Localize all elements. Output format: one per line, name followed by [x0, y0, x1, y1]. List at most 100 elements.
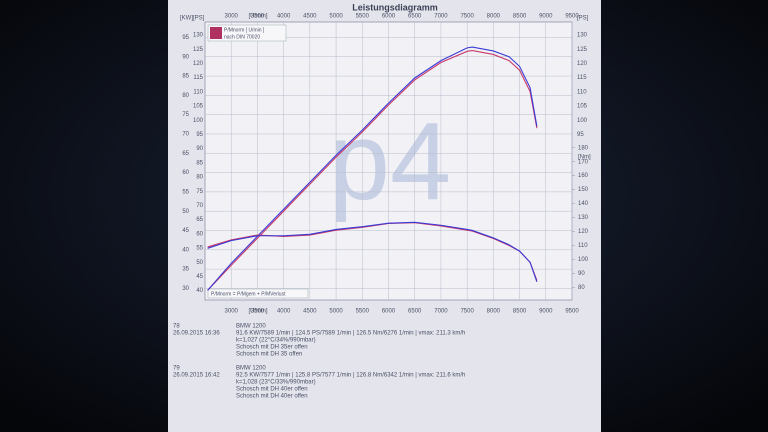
- run-datetime: 26.09.2015 16:36: [173, 331, 220, 337]
- run-model: BMW 1200: [236, 324, 266, 330]
- ps-tick-label: 80: [196, 175, 203, 181]
- series-line: [207, 46, 538, 291]
- x-tick-label: 7000: [434, 309, 448, 315]
- legend-text: P/Mnorm [ U/min ]: [224, 27, 265, 33]
- x-tick-label: 9000: [539, 309, 553, 315]
- run-summary: 92.5 KW/7577 1/min | 125.8 PS/7577 1/min…: [236, 373, 465, 379]
- y-tick-label: 45: [182, 228, 189, 234]
- ps-axis-label: [PS]: [577, 16, 589, 22]
- run-note: Schosch mit DH 40er offen: [236, 394, 308, 400]
- ps-tick-label: 125: [577, 47, 588, 53]
- chart-title: Leistungsdiagramm: [352, 2, 438, 12]
- x-tick-label: 4000: [277, 14, 291, 20]
- y-tick-label: 85: [182, 74, 189, 80]
- ps-tick-label: 90: [196, 146, 203, 152]
- ps-tick-label: 40: [196, 288, 203, 294]
- y2-tick-label: 140: [578, 201, 589, 207]
- ps-tick-label: 55: [196, 246, 203, 252]
- series-line: [207, 221, 538, 283]
- x-tick-label: 3000: [225, 14, 239, 20]
- legend-box: [207, 24, 287, 42]
- x-tick-label: 5500: [356, 309, 370, 315]
- y2-tick-label: 170: [578, 159, 589, 165]
- x-tick-label: 6000: [382, 14, 396, 20]
- y2-tick-label: 100: [578, 257, 589, 263]
- formula-box: [207, 288, 309, 299]
- ps-tick-label: 100: [193, 118, 204, 124]
- y2-tick-label: 80: [578, 285, 585, 291]
- ps-tick-label: 85: [196, 160, 203, 166]
- ps-tick-label: 105: [577, 104, 588, 110]
- y-tick-label: 40: [182, 247, 189, 253]
- ps-tick-label: 125: [193, 47, 204, 53]
- ps-axis-label: [PS]: [193, 16, 205, 22]
- x-tick-label: 5000: [329, 14, 343, 20]
- ps-tick-label: 130: [577, 33, 588, 39]
- run-k: k=1,027 (22°C/34%/990mbar): [236, 338, 316, 344]
- y-axis-label: [KW]: [180, 16, 193, 22]
- x-tick-label: 6500: [408, 14, 422, 20]
- y-tick-label: 60: [182, 170, 189, 176]
- x-tick-label: 4000: [277, 309, 291, 315]
- ps-tick-label: 100: [577, 118, 588, 124]
- run-note: Schosch mit DH 40er offen: [236, 387, 308, 393]
- run-datetime: 26.09.2015 16:42: [173, 373, 220, 379]
- ps-tick-label: 65: [196, 217, 203, 223]
- ps-tick-label: 110: [577, 89, 587, 95]
- x-tick-label: 9000: [539, 14, 553, 20]
- ps-tick-label: 120: [193, 61, 204, 67]
- ps-tick-label: 115: [193, 75, 203, 81]
- ps-tick-label: 95: [577, 132, 584, 138]
- x-tick-label: 4500: [303, 14, 317, 20]
- legend-text: nach DIN 70020: [224, 34, 260, 40]
- x-tick-label: 5500: [356, 14, 370, 20]
- ps-tick-label: 115: [577, 75, 587, 81]
- formula: P/Mnorm = P/Mgem + P/MVerlust: [211, 291, 286, 297]
- y-tick-label: 35: [182, 267, 189, 273]
- ps-tick-label: 120: [577, 61, 588, 67]
- ps-tick-label: 105: [193, 104, 204, 110]
- run-summary: 91.6 KW/7589 1/min | 124.5 PS/7589 1/min…: [236, 331, 465, 337]
- x-tick-label: 9500: [565, 14, 579, 20]
- y-tick-label: 50: [182, 209, 189, 215]
- y-tick-label: 75: [182, 112, 189, 118]
- y2-tick-label: 110: [578, 243, 588, 249]
- ps-tick-label: 110: [193, 89, 203, 95]
- y-tick-label: 95: [182, 35, 189, 41]
- y2-tick-label: 150: [578, 187, 589, 193]
- run-note: Schosch mit DH 35 offen: [236, 352, 302, 358]
- ps-tick-label: 60: [196, 231, 203, 237]
- ps-tick-label: 50: [196, 260, 203, 266]
- y-tick-label: 70: [182, 132, 189, 138]
- run-k: k=1,028 (23°C/33%/990mbar): [236, 380, 316, 386]
- run-model: BMW 1200: [236, 366, 266, 372]
- run-id: 78: [173, 324, 180, 330]
- x-tick-label: 7500: [460, 309, 474, 315]
- y-tick-label: 30: [182, 286, 189, 292]
- y2-tick-label: 90: [578, 271, 585, 277]
- y-tick-label: 55: [182, 189, 189, 195]
- x-axis-label: [U/min]: [248, 14, 267, 20]
- y2-tick-label: 130: [578, 215, 589, 221]
- y2-tick-label: 120: [578, 229, 589, 235]
- x-tick-label: 3500: [251, 14, 265, 20]
- x-tick-label: 7500: [460, 14, 474, 20]
- y-tick-label: 65: [182, 151, 189, 157]
- y2-tick-label: 180: [578, 145, 589, 151]
- y2-axis-label: [Nm]: [578, 155, 591, 161]
- x-tick-label: 3000: [225, 309, 239, 315]
- ps-tick-label: 95: [196, 132, 203, 138]
- x-tick-label: 8000: [487, 14, 501, 20]
- y-tick-label: 90: [182, 54, 189, 60]
- run-id: 79: [173, 366, 180, 372]
- ps-tick-label: 130: [193, 33, 204, 39]
- x-tick-label: 9500: [565, 309, 579, 315]
- watermark: p4: [329, 100, 451, 223]
- x-tick-label: 8500: [513, 14, 527, 20]
- x-tick-label: 4500: [303, 309, 317, 315]
- run-note: Schosch mit DH 35er offen: [236, 345, 308, 351]
- y-tick-label: 80: [182, 93, 189, 99]
- logo: [210, 27, 222, 39]
- x-tick-label: 5000: [329, 309, 343, 315]
